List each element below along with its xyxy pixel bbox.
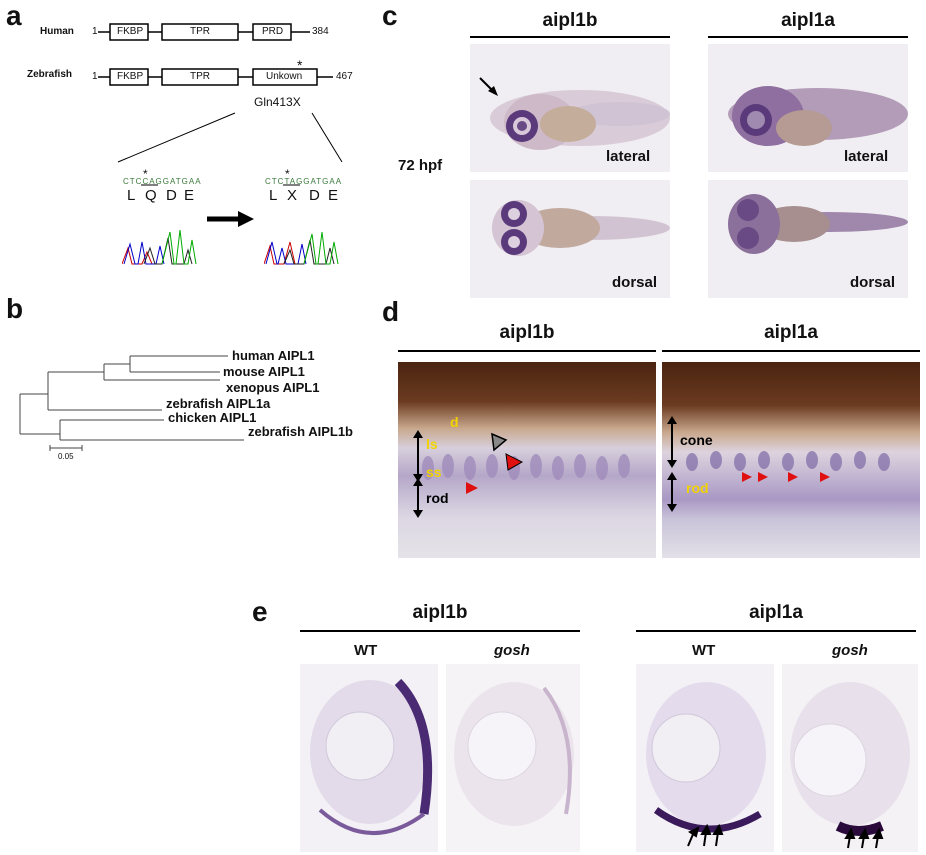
c-photo-aipl1b-dorsal [470,180,670,298]
c-lateral-2: lateral [844,148,889,165]
panel-label-d: d [382,296,400,327]
domain-diagram [98,23,333,86]
human-end: 384 [312,26,329,37]
d-label-rod: rod [426,490,449,506]
c-photo-aipl1b-lateral [470,44,670,172]
e-gosh-2: gosh [832,642,868,659]
wt-aa-1: L [127,187,136,204]
e-col-aipl1a: aipl1a [749,602,803,623]
taxon-2: mouse AIPL1 [223,364,305,379]
e-eye-aipl1a-gosh [782,664,918,852]
wt-star: * [143,167,148,181]
zebrafish-label: Zebrafish [27,69,73,80]
mut-aa-3: D [309,187,320,204]
e-rule-left [300,630,580,632]
c-dorsal-1: dorsal [612,274,658,291]
mut-aa-4: E [328,187,339,204]
mutation-star: * [297,57,303,73]
wt-sequence: CTCCAGGATGAA [123,177,202,186]
wt-chromatogram [122,229,197,265]
codon-underlines [141,184,300,186]
scale-label: 0.05 [58,452,74,461]
taxon-5: chicken AIPL1 [168,410,257,425]
d-label-cone: cone [680,432,713,448]
taxon-6: zebrafish AIPL1b [248,424,353,439]
e-gosh-1: gosh [494,642,530,659]
e-wt-1: WT [354,642,378,659]
mut-star: * [285,167,290,181]
e-eye-aipl1b-gosh [446,664,580,852]
human-domain-3: PRD [262,26,284,37]
d-label-ss: ss [426,464,442,480]
zebrafish-domain-3: Unkown [266,71,303,82]
d-rule-left [398,350,656,352]
e-eye-aipl1a-wt [636,664,774,852]
mutation-label: Gln413X [254,95,301,109]
e-wt-2: WT [692,642,716,659]
mut-sequence: CTCTAGGATGAA [265,177,343,186]
zoom-lines [117,112,343,227]
zebrafish-start: 1 [92,71,98,82]
d-label-d: d [450,414,459,430]
c-col-aipl1a: aipl1a [781,10,835,31]
d-rule-right [662,350,920,352]
d-retina-aipl1a [662,362,920,558]
e-eye-aipl1b-wt [300,664,438,852]
mut-aa-2: X [287,187,298,204]
panel-label-a: a [6,0,22,31]
zebrafish-domain-1: FKBP [117,71,144,82]
phylogenetic-tree [19,355,244,451]
d-retina-aipl1b [398,362,656,558]
panel-label-c: c [382,0,398,31]
wt-aa-2: Q [145,187,157,204]
d-col-aipl1a: aipl1a [764,322,818,343]
c-dorsal-2: dorsal [850,274,896,291]
taxon-3: xenopus AIPL1 [226,380,320,395]
human-domain-2: TPR [190,26,210,37]
taxon-4: zebrafish AIPL1a [166,396,271,411]
human-domain-1: FKBP [117,26,144,37]
panel-label-b: b [6,293,24,324]
human-label: Human [40,26,74,37]
stage-label: 72 hpf [398,157,443,174]
mut-aa-1: L [269,187,278,204]
zebrafish-end: 467 [336,71,353,82]
zebrafish-domain-2: TPR [190,71,210,82]
c-rule-right [708,36,908,38]
taxon-1: human AIPL1 [232,348,315,363]
wt-aa-3: D [166,187,177,204]
e-rule-right [636,630,916,632]
wt-aa-4: E [184,187,195,204]
d-col-aipl1b: aipl1b [499,322,555,343]
c-photo-aipl1a-lateral [708,44,908,172]
c-photo-aipl1a-dorsal [708,180,908,298]
mut-chromatogram [264,231,339,265]
c-lateral-1: lateral [606,148,651,165]
human-start: 1 [92,26,98,37]
panel-label-e: e [252,596,268,627]
d-label-rod-2: rod [686,480,709,496]
c-rule-left [470,36,670,38]
d-label-ls: ls [426,436,438,452]
e-col-aipl1b: aipl1b [412,602,468,623]
c-col-aipl1b: aipl1b [542,10,598,31]
